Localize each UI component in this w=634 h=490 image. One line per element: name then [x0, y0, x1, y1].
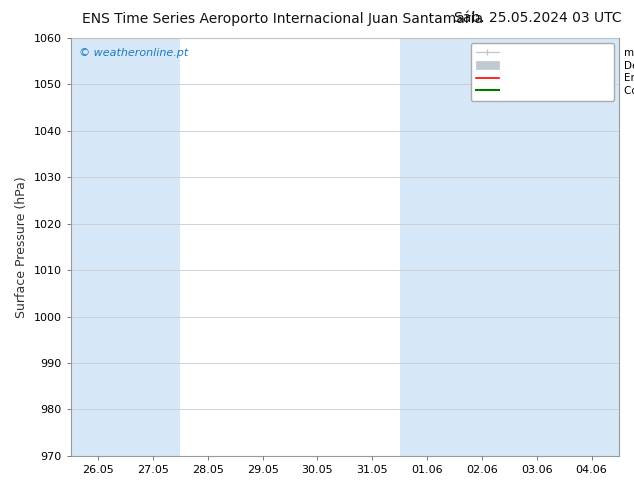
Text: ENS Time Series Aeroporto Internacional Juan Santamaría: ENS Time Series Aeroporto Internacional …: [82, 11, 484, 26]
Text: Sáb. 25.05.2024 03 UTC: Sáb. 25.05.2024 03 UTC: [454, 11, 621, 25]
Bar: [564, 38, 619, 456]
Bar: [509, 38, 564, 456]
Bar: [399, 38, 455, 456]
Bar: [455, 38, 509, 456]
Bar: [71, 38, 126, 456]
Bar: [126, 38, 180, 456]
Y-axis label: Surface Pressure (hPa): Surface Pressure (hPa): [15, 176, 28, 318]
Legend: min/max, Desvio padrão, Ensemble mean run, Controll run: min/max, Desvio padrão, Ensemble mean ru…: [470, 43, 614, 101]
Text: © weatheronline.pt: © weatheronline.pt: [79, 48, 188, 58]
